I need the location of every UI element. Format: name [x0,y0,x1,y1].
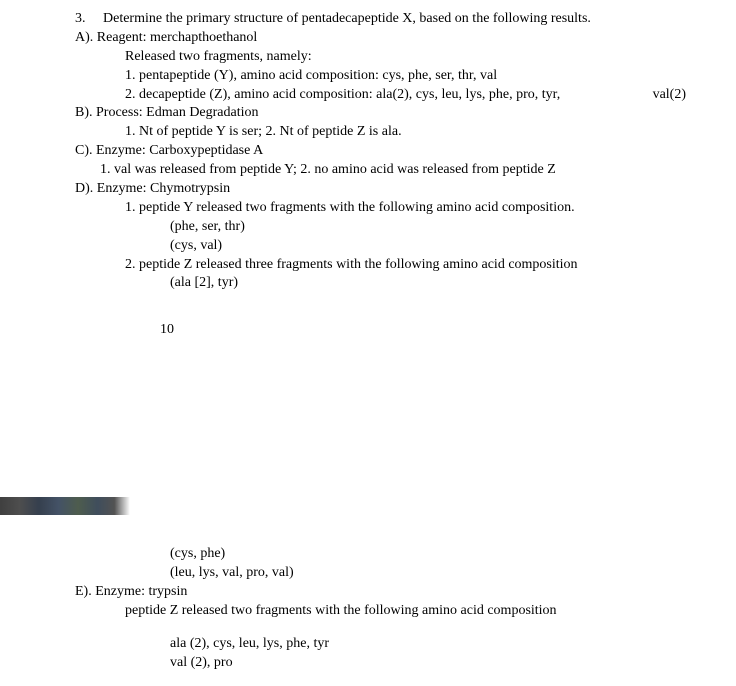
section-b-head: B). Process: Edman Degradation [75,104,686,123]
lower-block: (cys, phe) (leu, lys, val, pro, val) E).… [75,545,686,672]
image-artifact [0,497,130,515]
section-d-line6: (cys, phe) [75,545,686,564]
section-b-line1: 1. Nt of peptide Y is ser; 2. Nt of pept… [75,123,686,142]
question-number: 3. [75,10,103,29]
section-e-line1: peptide Z released two fragments with th… [75,602,686,621]
section-a-line2: 1. pentapeptide (Y), amino acid composit… [75,67,686,86]
section-e-line3: ala (2), cys, leu, lys, phe, tyr [75,635,686,654]
blank-line [75,621,686,635]
section-e-head: E). Enzyme: trypsin [75,583,686,602]
section-c-line1: 1. val was released from peptide Y; 2. n… [75,161,686,180]
document-page: 3. Determine the primary structure of pe… [0,0,736,673]
page-number: 10 [75,321,686,340]
section-e-line4: val (2), pro [75,654,686,673]
section-a-head: A). Reagent: merchapthoethanol [75,29,686,48]
section-d-line2: (phe, ser, thr) [75,218,686,237]
section-c-head: C). Enzyme: Carboxypeptidase A [75,142,686,161]
section-d-head: D). Enzyme: Chymotrypsin [75,180,686,199]
question-line: 3. Determine the primary structure of pe… [75,10,686,29]
question-prompt: Determine the primary structure of penta… [103,10,591,29]
section-d-line5: (ala [2], tyr) [75,274,686,293]
section-a-line3-tail: val(2) [653,86,686,105]
section-d-line1: 1. peptide Y released two fragments with… [75,199,686,218]
section-d-line7: (leu, lys, val, pro, val) [75,564,686,583]
section-a-line1: Released two fragments, namely: [75,48,686,67]
section-d-line3: (cys, val) [75,237,686,256]
page-gap [75,340,686,545]
section-d-line4: 2. peptide Z released three fragments wi… [75,256,686,275]
section-a-line3: 2. decapeptide (Z), amino acid compositi… [75,86,686,105]
section-a-line3-main: 2. decapeptide (Z), amino acid compositi… [125,86,560,105]
